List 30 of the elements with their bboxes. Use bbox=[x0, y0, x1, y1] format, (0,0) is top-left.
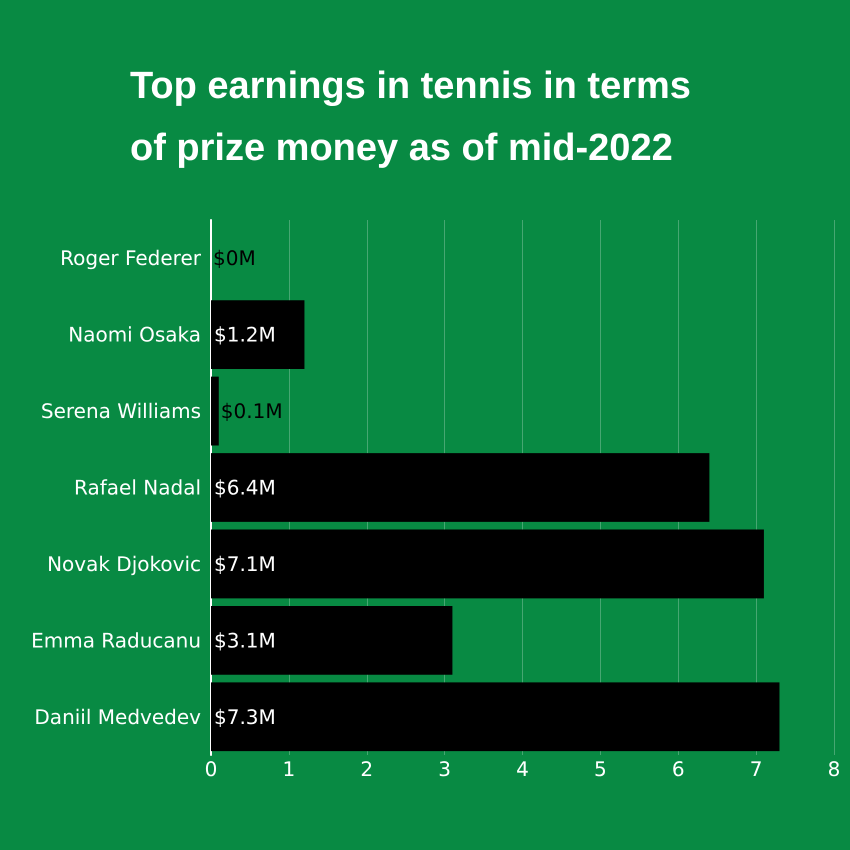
y-tick-label: Daniil Medvedev bbox=[34, 704, 202, 729]
data-label: $0M bbox=[213, 246, 256, 270]
x-tick-label: 2 bbox=[360, 757, 374, 781]
bar bbox=[211, 376, 219, 446]
y-tick-label: Serena Williams bbox=[40, 399, 201, 424]
bar bbox=[211, 300, 304, 370]
x-tick-label: 6 bbox=[672, 757, 685, 781]
data-label: $7.3M bbox=[214, 704, 276, 729]
x-tick-label: 0 bbox=[204, 757, 218, 781]
y-tick-label: Emma Raducanu bbox=[31, 628, 201, 652]
y-tick-label: Naomi Osaka bbox=[68, 322, 201, 347]
chart-title: Top earnings in tennis in terms of prize money as of mid-2022 bbox=[130, 65, 691, 169]
bar bbox=[211, 530, 764, 598]
bar bbox=[211, 453, 710, 522]
data-label: $0.1M bbox=[220, 399, 283, 424]
x-tick-label: 1 bbox=[282, 757, 296, 781]
bar bbox=[211, 606, 452, 675]
data-label: $7.1M bbox=[214, 552, 276, 576]
data-label: $1.2M bbox=[214, 322, 276, 347]
y-tick-label: Roger Federer bbox=[60, 246, 202, 270]
x-tick-label: 4 bbox=[516, 757, 529, 781]
x-tick-label: 3 bbox=[438, 757, 451, 781]
x-tick-label: 8 bbox=[828, 757, 840, 781]
y-tick-label: Novak Djokovic bbox=[47, 552, 201, 576]
y-tick-label: Rafael Nadal bbox=[74, 476, 201, 500]
bar bbox=[211, 682, 780, 752]
x-tick-label: 7 bbox=[750, 757, 762, 781]
x-tick-label: 5 bbox=[594, 757, 607, 781]
data-label: $3.1M bbox=[214, 628, 276, 652]
data-label: $6.4M bbox=[214, 476, 276, 500]
